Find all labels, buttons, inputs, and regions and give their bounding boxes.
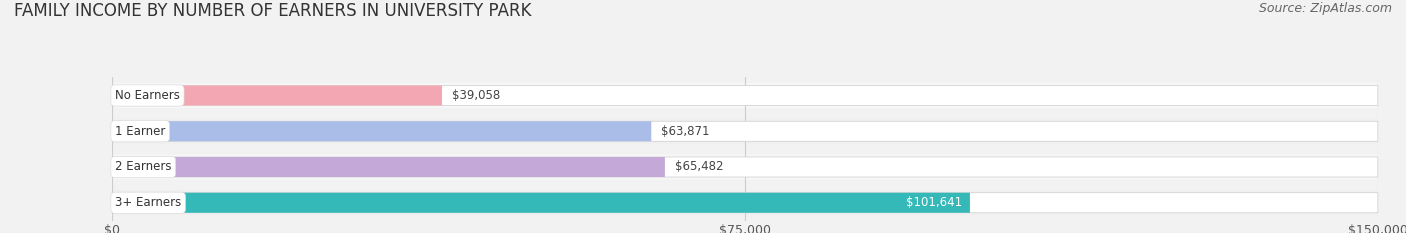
FancyBboxPatch shape (112, 157, 665, 177)
Text: Source: ZipAtlas.com: Source: ZipAtlas.com (1258, 2, 1392, 15)
Text: 2 Earners: 2 Earners (115, 161, 172, 174)
Text: $65,482: $65,482 (675, 161, 724, 174)
FancyBboxPatch shape (112, 86, 1378, 106)
Text: 1 Earner: 1 Earner (115, 125, 166, 138)
Text: $63,871: $63,871 (661, 125, 710, 138)
FancyBboxPatch shape (112, 157, 1378, 177)
Text: $101,641: $101,641 (907, 196, 962, 209)
FancyBboxPatch shape (112, 121, 1378, 141)
Text: No Earners: No Earners (115, 89, 180, 102)
FancyBboxPatch shape (112, 83, 1378, 108)
Text: FAMILY INCOME BY NUMBER OF EARNERS IN UNIVERSITY PARK: FAMILY INCOME BY NUMBER OF EARNERS IN UN… (14, 2, 531, 20)
FancyBboxPatch shape (112, 86, 441, 106)
FancyBboxPatch shape (112, 154, 1378, 179)
FancyBboxPatch shape (112, 121, 651, 141)
FancyBboxPatch shape (112, 190, 1378, 215)
FancyBboxPatch shape (112, 193, 970, 213)
Text: 3+ Earners: 3+ Earners (115, 196, 181, 209)
FancyBboxPatch shape (112, 119, 1378, 144)
FancyBboxPatch shape (112, 193, 1378, 213)
Text: $39,058: $39,058 (453, 89, 501, 102)
